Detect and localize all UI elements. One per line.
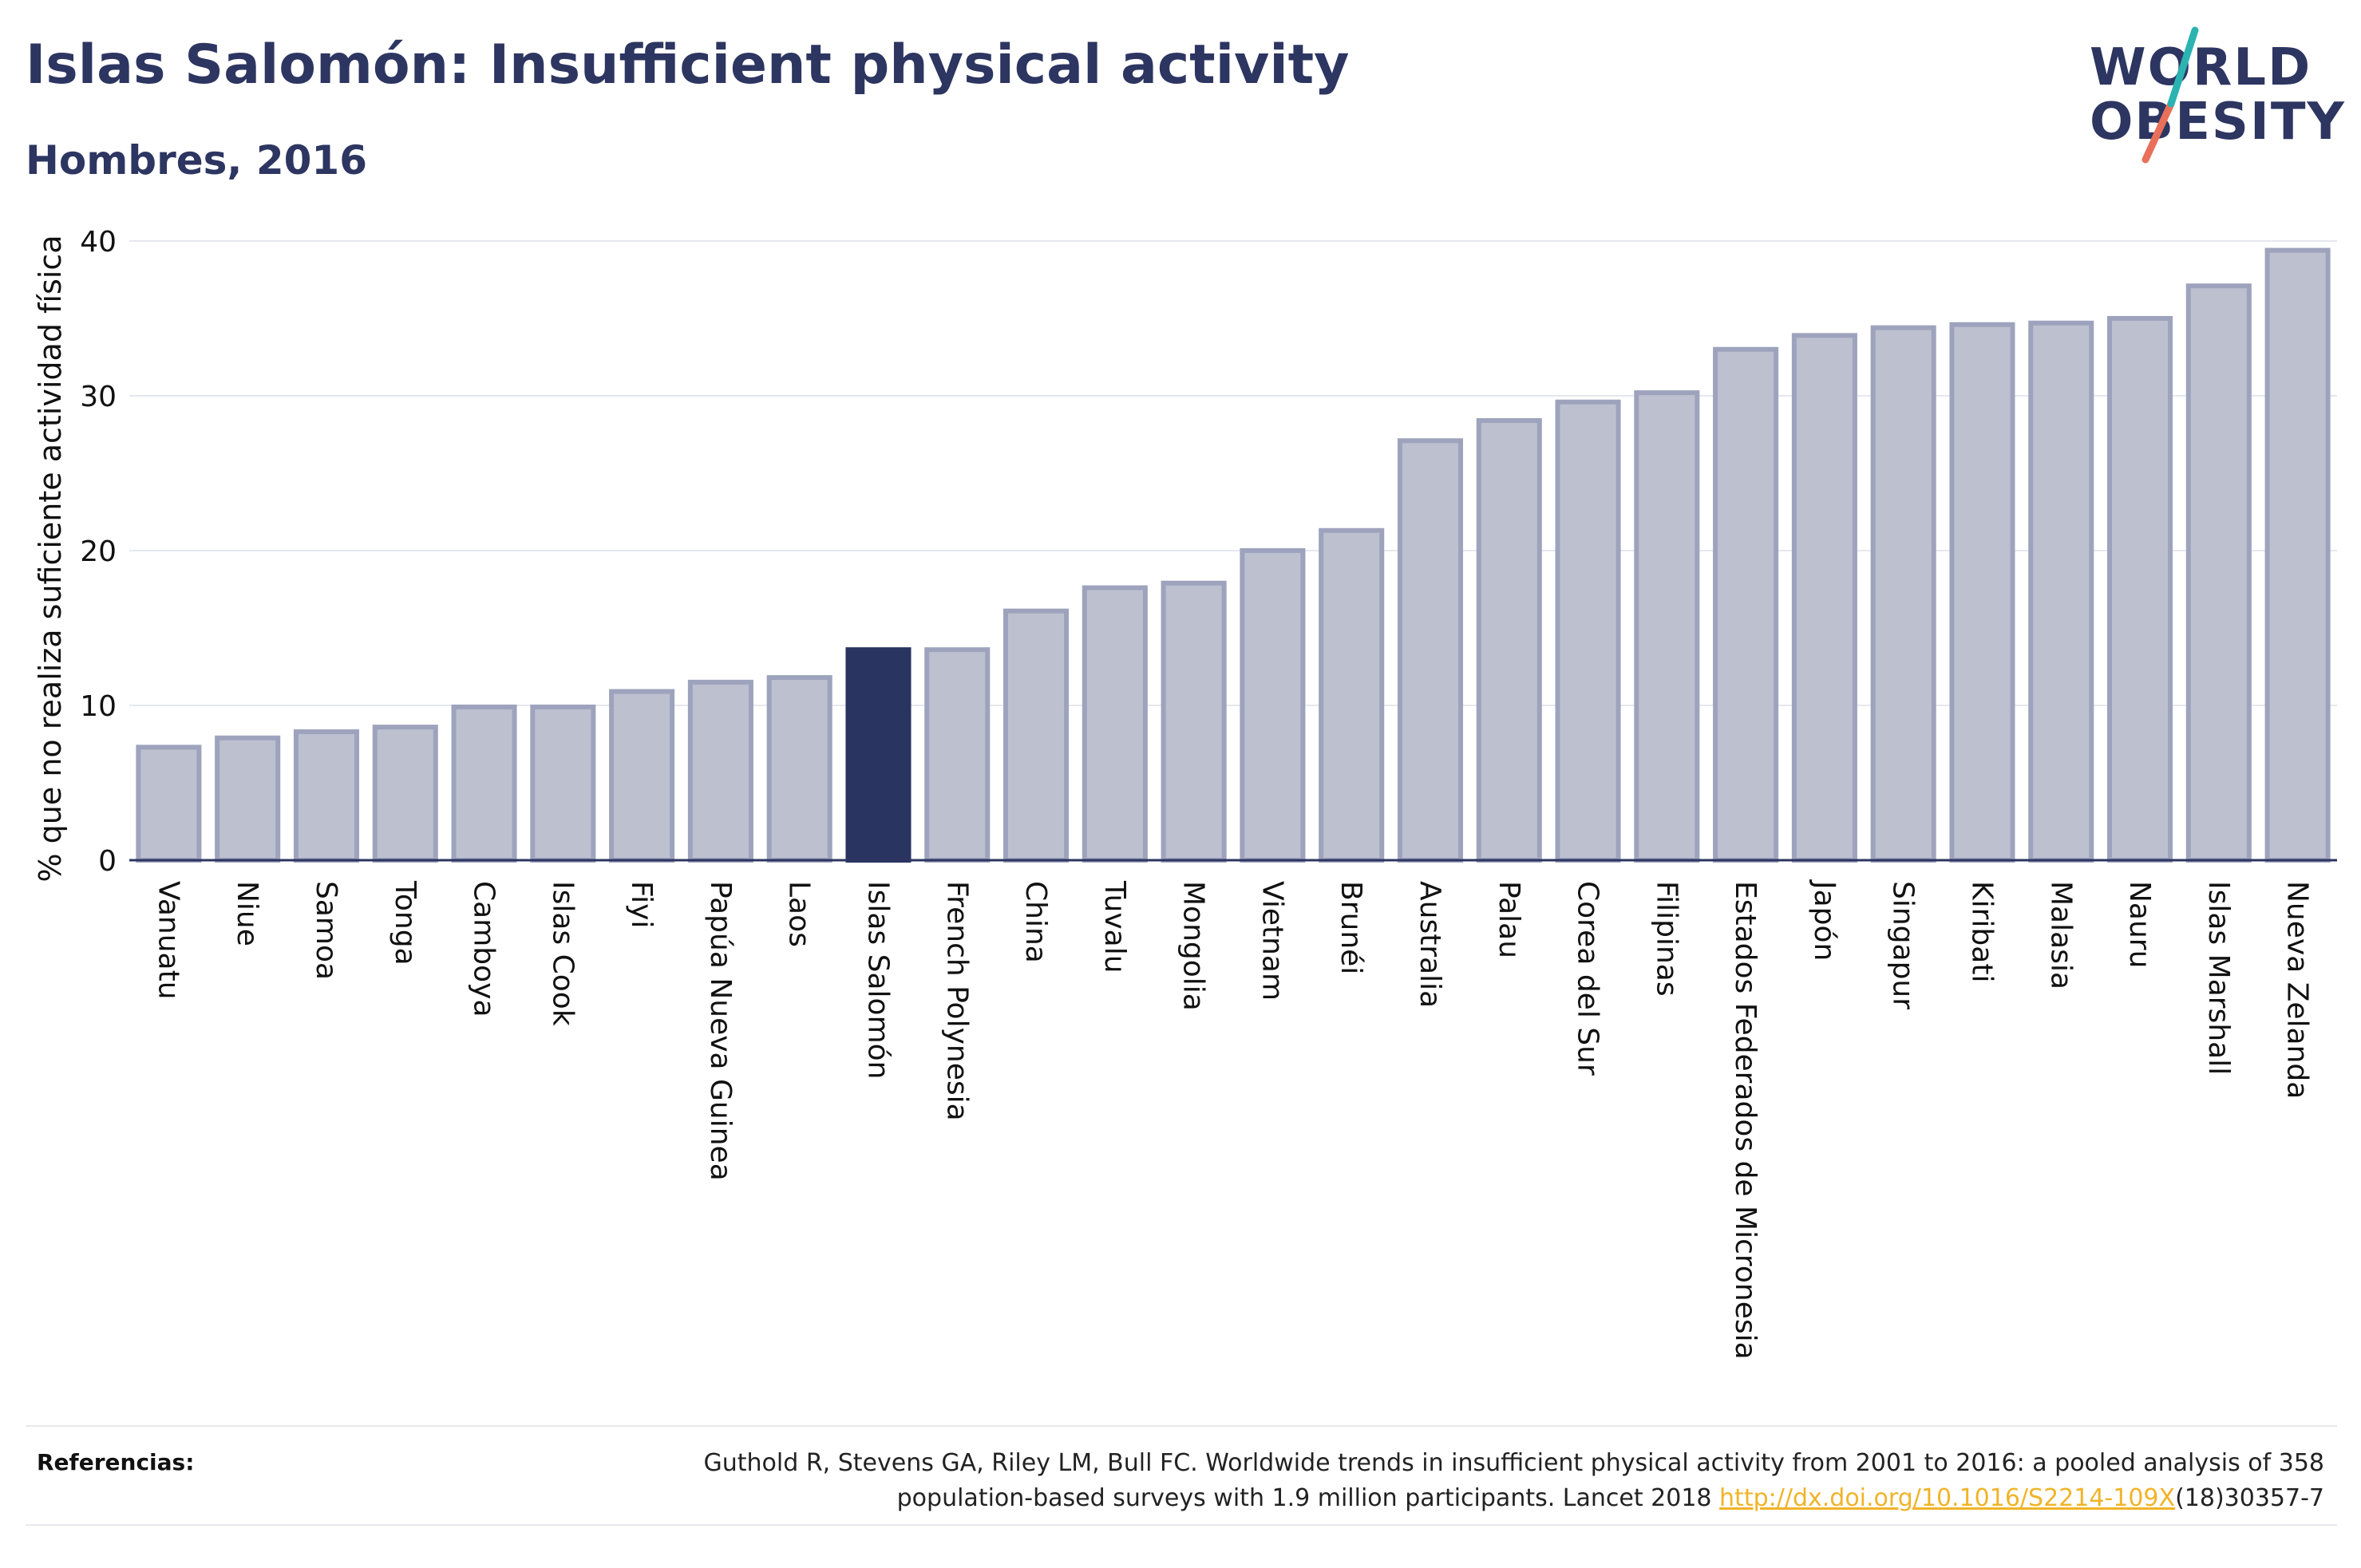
logo-word-obesity: OBESITY: [2090, 93, 2346, 152]
bar-estados-federados-de-micronesia: [1713, 346, 1779, 863]
y-axis-title: % que no realiza suficiente actividad fí…: [33, 235, 68, 883]
chart-subtitle: Hombres, 2016: [26, 137, 367, 184]
y-tick-label: 20: [80, 535, 117, 568]
bar-brunéi: [1319, 527, 1385, 863]
divider-top: [26, 1425, 2337, 1427]
references-doi-link[interactable]: http://dx.doi.org/10.1016/S2214-109X: [1719, 1484, 2176, 1512]
bar-tuvalu: [1082, 585, 1148, 863]
bar-laos: [766, 675, 832, 863]
bar-singapur: [1870, 325, 1936, 863]
references-line1: Guthold R, Stevens GA, Riley LM, Bull FC…: [703, 1449, 2324, 1477]
bar-vietnam: [1240, 548, 1306, 863]
x-tick-label: Palau: [1493, 881, 1525, 958]
x-tick-label: Papúa Nueva Guinea: [704, 881, 737, 1181]
x-tick-label: Filipinas: [1650, 881, 1683, 997]
bar-kiribati: [1949, 322, 2015, 863]
x-tick-label: Corea del Sur: [1572, 881, 1604, 1076]
references-text: Guthold R, Stevens GA, Riley LM, Bull FC…: [488, 1446, 2324, 1516]
bar-vanuatu: [136, 745, 202, 863]
logo-slash-icon: [2142, 26, 2199, 164]
x-tick-label: Australia: [1414, 881, 1446, 1008]
x-tick-label: Nueva Zelanda: [2281, 881, 2314, 1099]
bar-niue: [215, 735, 281, 863]
bar-malasia: [2028, 320, 2094, 863]
references-line2-end: (18)30357-7: [2175, 1484, 2324, 1512]
bar-nueva-zelanda: [2264, 247, 2331, 863]
x-tick-label: Samoa: [310, 881, 342, 980]
bar-mongolia: [1161, 580, 1227, 863]
bar-papúa-nueva-guinea: [687, 679, 753, 863]
x-tick-label: Malasia: [2044, 881, 2077, 989]
x-tick-label: China: [1019, 881, 1052, 963]
x-tick-label: Kiribati: [1965, 881, 1998, 982]
x-tick-label: Islas Cook: [546, 881, 579, 1026]
logo-word-world: WORLD: [2090, 38, 2312, 97]
x-tick-label: Mongolia: [1177, 881, 1210, 1011]
references-line2: population-based surveys with 1.9 millio…: [896, 1484, 1720, 1512]
axes: 0 10 20 30 40 % que no realiza suficiente act…: [33, 226, 2337, 1360]
x-tick-label: Laos: [783, 881, 816, 947]
x-tick-label: Brunéi: [1335, 881, 1367, 974]
bars: [136, 247, 2331, 863]
y-tick-label: 0: [98, 845, 117, 878]
x-tick-label: Islas Marshall: [2202, 881, 2235, 1075]
x-tick-label: Tuvalu: [1098, 880, 1131, 974]
bar-corea-del-sur: [1555, 399, 1621, 863]
x-tick-label: Japón: [1808, 879, 1841, 961]
bar-palau: [1476, 418, 1542, 863]
x-tick-label: Tonga: [389, 880, 421, 966]
bar-filipinas: [1634, 390, 1700, 863]
x-tick-label: Vietnam: [1256, 881, 1288, 1001]
bar-islas-salomón: [845, 647, 912, 863]
x-tick-label: Vanuatu: [152, 881, 184, 1000]
divider-bottom: [26, 1524, 2337, 1526]
x-tick-label: Nauru: [2123, 881, 2156, 968]
bar-nauru: [2107, 316, 2173, 863]
x-tick-label: Fiyi: [625, 881, 658, 928]
bar-islas-cook: [530, 704, 596, 863]
chart-title: Islas Salomón: Insufficient physical act…: [26, 34, 1350, 97]
x-tick-label: Islas Salomón: [861, 881, 894, 1079]
y-tick-label: 10: [80, 690, 117, 723]
bar-australia: [1397, 438, 1463, 863]
bar-fiyi: [609, 689, 675, 863]
bar-french-polynesia: [924, 647, 991, 863]
y-tick-label: 30: [80, 381, 117, 413]
x-tick-label: Camboya: [468, 881, 500, 1017]
x-tick-label: Estados Federados de Micronesia: [1729, 881, 1762, 1360]
bar-china: [1003, 608, 1070, 863]
x-tick-label: French Polynesia: [940, 881, 973, 1121]
bar-islas-marshall: [2185, 283, 2252, 863]
x-tick-label: Singapur: [1887, 881, 1920, 1009]
y-tick-label: 40: [80, 226, 117, 259]
bar-camboya: [451, 704, 517, 863]
bar-japón: [1791, 333, 1857, 863]
bar-chart: 0 10 20 30 40 % que no realiza suficiente act…: [33, 226, 2337, 1360]
x-tick-label: Niue: [231, 881, 263, 946]
references-label: Referencias:: [37, 1449, 195, 1475]
bar-samoa: [293, 729, 359, 863]
bar-tonga: [372, 725, 438, 863]
world-obesity-logo: WORLD OBESITY: [2075, 24, 2344, 168]
